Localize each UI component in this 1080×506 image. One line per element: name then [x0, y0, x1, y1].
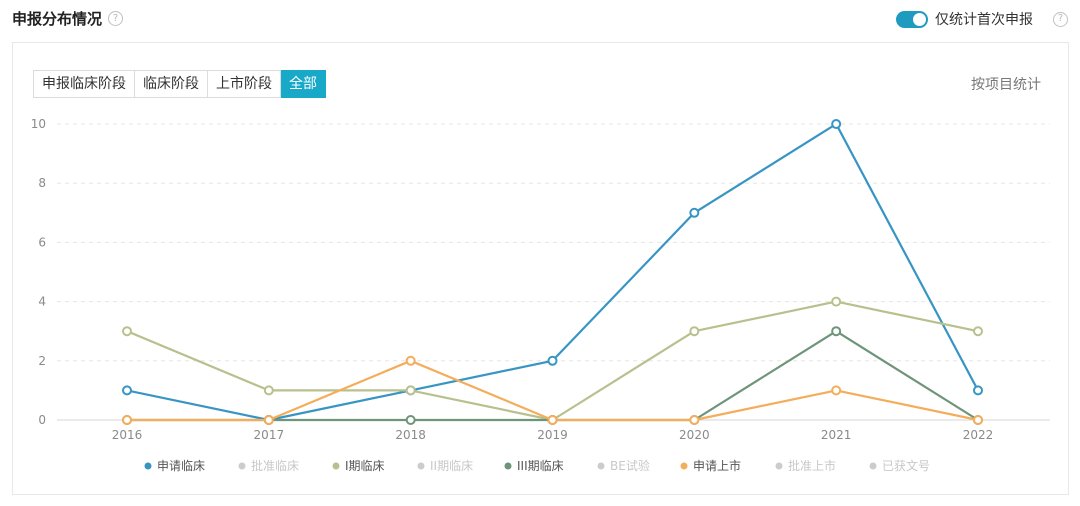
- legend-marker: [680, 462, 688, 470]
- legend-item[interactable]: I期临床: [332, 459, 385, 473]
- legend-label: II期临床: [430, 459, 473, 473]
- first-filing-toggle[interactable]: [896, 10, 928, 28]
- toggle-help-icon[interactable]: ?: [1053, 11, 1068, 27]
- series-申请上市: [122, 355, 983, 425]
- x-tick-label: 2016: [112, 428, 143, 442]
- data-point[interactable]: [405, 385, 416, 396]
- x-tick-label: 2020: [679, 428, 710, 442]
- x-tick-label: 2019: [537, 428, 568, 442]
- x-tick-label: 2018: [395, 428, 426, 442]
- legend-item[interactable]: 已获文号: [869, 458, 931, 473]
- x-tick-label: 2022: [963, 428, 994, 442]
- legend-label: 申请临床: [157, 459, 205, 473]
- legend-item[interactable]: 批准临床: [238, 458, 300, 473]
- legend-marker: [417, 462, 425, 470]
- first-filing-toggle-group: 仅统计首次申报 ?: [896, 9, 1068, 29]
- data-point[interactable]: [263, 415, 274, 425]
- stage-tabs: 申报临床阶段 临床阶段 上市阶段 全部: [33, 70, 326, 98]
- legend-marker: [238, 462, 246, 470]
- y-tick-label: 10: [31, 117, 46, 131]
- series-III期临床: [122, 326, 983, 425]
- legend-item[interactable]: 申请上市: [680, 458, 742, 473]
- legend-marker: [775, 462, 783, 470]
- data-point[interactable]: [547, 415, 558, 425]
- tab-all[interactable]: 全部: [281, 70, 326, 98]
- data-point[interactable]: [689, 207, 700, 218]
- page-title-text: 申报分布情况: [12, 10, 103, 28]
- data-point[interactable]: [122, 385, 132, 396]
- legend-item[interactable]: II期临床: [417, 459, 474, 473]
- data-point[interactable]: [831, 296, 842, 307]
- series-申请临床: [122, 119, 983, 425]
- legend-marker: [869, 462, 877, 470]
- tab-market[interactable]: 上市阶段: [208, 70, 281, 98]
- legend-label: BE试验: [610, 458, 650, 473]
- data-point[interactable]: [689, 326, 700, 337]
- legend-marker: [504, 462, 512, 470]
- data-point[interactable]: [405, 355, 416, 366]
- y-tick-label: 6: [38, 235, 46, 249]
- data-point[interactable]: [122, 415, 132, 425]
- legend-item[interactable]: 申请临床: [144, 459, 206, 473]
- legend-label: III期临床: [517, 459, 564, 473]
- data-point[interactable]: [405, 415, 416, 425]
- legend-marker: [144, 462, 152, 470]
- data-point[interactable]: [831, 385, 842, 396]
- data-point[interactable]: [831, 119, 842, 129]
- data-point[interactable]: [689, 415, 700, 425]
- first-filing-toggle-label: 仅统计首次申报: [935, 12, 1033, 28]
- legend-label: I期临床: [345, 459, 385, 473]
- legend-item[interactable]: BE试验: [597, 458, 650, 473]
- y-tick-label: 2: [38, 354, 46, 368]
- toggle-knob: [913, 12, 926, 26]
- x-tick-label: 2017: [254, 428, 285, 442]
- legend-marker: [597, 462, 605, 470]
- data-point[interactable]: [122, 326, 132, 337]
- help-icon[interactable]: ?: [108, 11, 124, 26]
- page-title: 申报分布情况 ?: [12, 8, 124, 29]
- y-tick-label: 4: [38, 295, 46, 309]
- data-point[interactable]: [547, 355, 558, 366]
- data-point[interactable]: [973, 385, 983, 396]
- legend-label: 已获文号: [882, 458, 930, 473]
- x-tick-label: 2021: [821, 428, 852, 442]
- data-point[interactable]: [263, 385, 274, 396]
- legend-marker: [332, 462, 340, 470]
- by-project-link[interactable]: 按项目统计: [971, 77, 1041, 93]
- legend-label: 批准上市: [788, 458, 836, 473]
- legend-item[interactable]: III期临床: [504, 459, 564, 473]
- legend-item[interactable]: 批准上市: [775, 458, 837, 473]
- series-line: [127, 330, 979, 422]
- legend-label: 申请上市: [693, 458, 741, 473]
- legend-label: 批准临床: [251, 458, 299, 473]
- tab-clinical[interactable]: 临床阶段: [135, 70, 208, 98]
- data-point[interactable]: [973, 415, 983, 425]
- tab-filing-clinical[interactable]: 申报临床阶段: [33, 70, 135, 98]
- data-point[interactable]: [831, 326, 842, 337]
- series-line: [127, 359, 979, 422]
- data-point[interactable]: [973, 326, 983, 337]
- y-tick-label: 0: [38, 413, 46, 427]
- y-tick-label: 8: [38, 176, 46, 190]
- series-line: [126, 122, 979, 422]
